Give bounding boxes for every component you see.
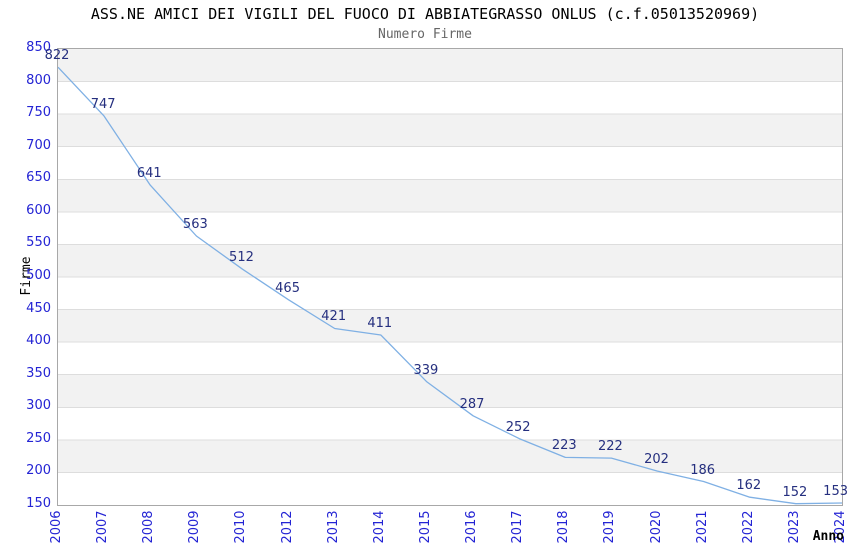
y-tick-label: 850 [26,40,51,55]
y-tick-label: 500 [26,268,51,283]
data-point-label: 152 [782,484,808,500]
data-point-label: 287 [459,396,485,412]
y-tick-label: 700 [26,137,51,153]
data-point-label: 822 [44,48,70,64]
x-tick-label: 2009 [187,510,203,544]
data-point-label: 512 [229,250,254,266]
y-tick-label: 350 [26,365,51,381]
grid-band [58,49,842,83]
y-tick-label: 300 [26,398,51,414]
chart-title: ASS.NE AMICI DEI VIGILI DEL FUOCO DI ABB… [90,5,760,23]
plot-area [57,48,843,506]
data-point-label: 747 [90,97,116,113]
grid-band [58,342,842,376]
grid-band [58,277,842,311]
data-point-label: 421 [321,309,347,325]
y-tick-label: 650 [26,170,51,186]
grid-band [58,81,842,115]
y-tick-label: 600 [26,202,51,218]
y-tick-label: 150 [26,496,51,511]
data-point-label: 641 [136,166,162,182]
x-tick-label: 2023 [786,510,802,544]
data-point-label: 222 [597,439,623,455]
data-point-label: 162 [736,478,762,494]
grid-band [58,179,842,213]
x-tick-label: 2014 [371,510,387,544]
y-tick-label: 200 [26,463,51,479]
x-tick-label: 2007 [95,510,111,544]
x-tick-label: 2012 [279,510,295,544]
data-point-label: 563 [182,216,208,232]
x-axis-title: Anno [812,529,844,544]
grid-band [58,439,842,473]
x-tick-label: 2006 [49,510,64,544]
y-tick-label: 550 [26,235,51,251]
line-path [58,66,842,505]
grid-band [58,309,842,343]
x-tick-label: 2008 [141,510,157,544]
x-tick-label: 2013 [325,510,341,544]
grid-band [58,146,842,180]
data-point-label: 153 [823,484,848,500]
x-tick-label: 2022 [740,510,756,544]
x-tick-label: 2020 [648,510,664,544]
grid-band [58,114,842,148]
x-tick-label: 2010 [233,510,249,544]
x-tick-label: 2016 [464,510,480,544]
grid-band [58,472,842,505]
x-tick-label: 2019 [602,510,618,544]
y-tick-label: 400 [26,333,51,349]
line-series-canvas [58,49,842,505]
data-point-label: 411 [367,315,393,331]
grid-band [58,244,842,278]
data-point-label: 186 [690,462,716,478]
grid-band [58,407,842,441]
y-tick-label: 750 [26,105,51,121]
data-point-label: 465 [275,280,300,296]
data-point-label: 223 [551,438,577,454]
x-tick-label: 2021 [694,510,710,544]
chart-subtitle: Numero Firme [378,27,472,42]
y-tick-label: 800 [26,72,51,88]
y-tick-label: 450 [26,300,51,316]
x-tick-label: 2018 [556,510,572,544]
grid-band [58,374,842,408]
data-point-label: 252 [505,419,531,435]
data-point-label: 339 [413,362,439,378]
y-tick-label: 250 [26,430,51,446]
x-tick-label: 2015 [417,510,433,544]
data-point-label: 202 [644,452,669,468]
x-tick-label: 2017 [510,510,526,544]
